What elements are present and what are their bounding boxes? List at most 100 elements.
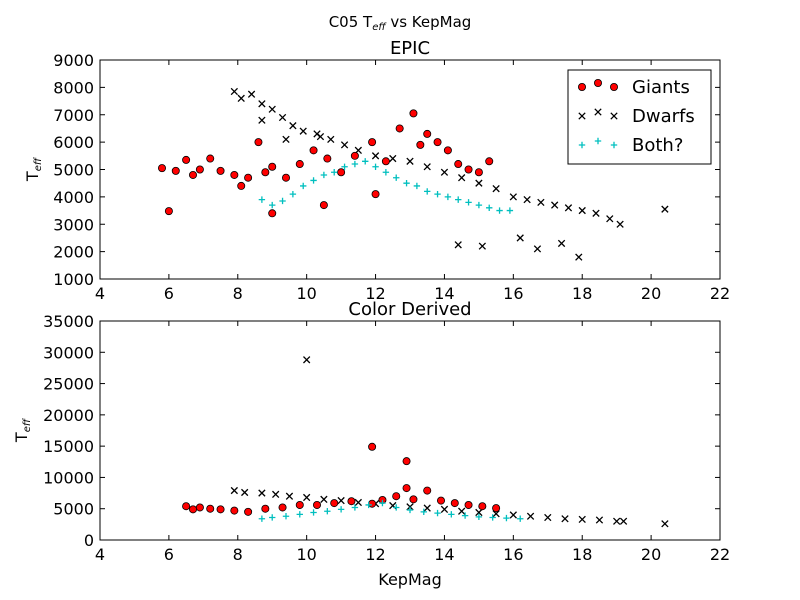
dwarfs-point <box>303 493 311 502</box>
dwarfs-point <box>533 245 542 253</box>
legend-frame <box>567 69 712 165</box>
giants-point <box>416 140 425 149</box>
dwarfs-point <box>299 127 307 135</box>
giants-legend-marker <box>578 83 587 92</box>
giants-point <box>164 207 173 216</box>
y-tick-label: 8000 <box>53 78 94 97</box>
y-tick-label: 35000 <box>43 312 94 331</box>
dwarfs-point <box>492 510 500 518</box>
both-point <box>372 163 379 170</box>
color-derived-panel: 4 6 8 10 12 14 16 18 20 22 0 5000 10000 15000 20000 250… <box>12 299 730 589</box>
both-point <box>444 193 452 201</box>
giants-point <box>395 124 404 133</box>
giants-point <box>464 500 473 509</box>
x-tick-label: 22 <box>710 545 730 564</box>
y-tick-label: 30000 <box>43 343 94 362</box>
giants-point <box>295 500 304 509</box>
dwarfs-point <box>440 505 449 513</box>
both-point <box>517 515 524 522</box>
both-point <box>403 179 410 187</box>
dwarfs-point <box>406 157 414 165</box>
giants-point <box>157 164 166 173</box>
dwarfs-point <box>592 209 600 217</box>
giants-point <box>323 154 332 163</box>
giants-point <box>312 500 321 509</box>
dwarfs-point <box>561 515 569 523</box>
y-tick-label: 25000 <box>43 375 94 394</box>
giants-point <box>281 173 290 182</box>
giants-legend-label: Giants <box>632 77 690 98</box>
giants-point <box>216 505 225 514</box>
giants-point <box>295 160 304 169</box>
dwarfs-legend-marker <box>610 112 618 120</box>
y-tick-label: 0 <box>84 531 94 550</box>
giants-point <box>237 181 246 190</box>
dwarfs-point <box>616 220 624 228</box>
both-point <box>310 509 317 516</box>
dwarfs-point <box>544 513 552 522</box>
both-point <box>486 204 493 212</box>
panel-title: Color Derived <box>348 299 471 320</box>
y-tick-label: 1000 <box>53 270 94 289</box>
dwarfs-point <box>458 174 466 182</box>
dwarfs-point <box>606 215 614 223</box>
giants-point <box>454 160 463 169</box>
y-tick-label: 3000 <box>53 215 94 234</box>
both-point <box>269 201 276 209</box>
dwarfs-point <box>458 507 466 515</box>
dwarfs-point <box>478 242 486 250</box>
both-point <box>393 174 400 181</box>
y-tick-label: 6000 <box>53 133 94 152</box>
dwarfs-point <box>475 179 483 187</box>
axes-frame <box>99 320 721 541</box>
giants-point <box>347 497 356 506</box>
both-point <box>406 506 414 514</box>
both-point <box>351 160 359 168</box>
x-tick-label: 12 <box>365 284 385 303</box>
both-series <box>258 499 524 522</box>
giants-point <box>244 173 253 182</box>
giants-point <box>254 138 263 147</box>
giants-point <box>330 499 339 508</box>
dwarfs-point <box>440 168 449 176</box>
giants-point <box>216 166 225 175</box>
dwarfs-point <box>241 488 249 497</box>
giants-legend-marker <box>610 83 619 92</box>
x-tick-label: 12 <box>365 545 385 564</box>
giants-point <box>309 146 318 155</box>
both-point <box>365 501 372 509</box>
dwarfs-point <box>354 498 362 507</box>
dwarfs-point <box>509 193 517 201</box>
giants-point <box>433 138 442 147</box>
dwarfs-point <box>258 116 266 124</box>
x-tick-label: 16 <box>503 284 523 303</box>
giants-point <box>371 190 380 199</box>
dwarfs-point <box>423 163 431 171</box>
giants-point <box>402 457 411 466</box>
giants-point <box>206 154 215 163</box>
giants-point <box>368 499 377 508</box>
giants-point <box>368 442 377 451</box>
giants-point <box>368 138 377 147</box>
giants-point <box>350 151 359 160</box>
x-tick-label: 22 <box>710 284 730 303</box>
both-point <box>351 504 359 511</box>
dwarfs-point <box>537 198 545 207</box>
giants-series <box>182 442 501 516</box>
both-point <box>289 190 297 198</box>
dwarfs-point <box>595 516 604 524</box>
x-tick-label: 16 <box>503 545 523 564</box>
both-point <box>413 182 421 190</box>
both-point <box>282 513 290 520</box>
giants-point <box>188 505 197 514</box>
dwarfs-point <box>619 517 628 525</box>
both-point <box>310 177 317 184</box>
x-tick-label: 8 <box>233 284 243 303</box>
dwarfs-point <box>327 135 335 144</box>
giants-point <box>206 504 215 513</box>
dwarfs-point <box>613 517 621 525</box>
both-point <box>506 207 514 214</box>
y-tick-label: 2000 <box>53 243 94 262</box>
dwarfs-point <box>516 234 524 242</box>
giants-point <box>492 504 501 513</box>
